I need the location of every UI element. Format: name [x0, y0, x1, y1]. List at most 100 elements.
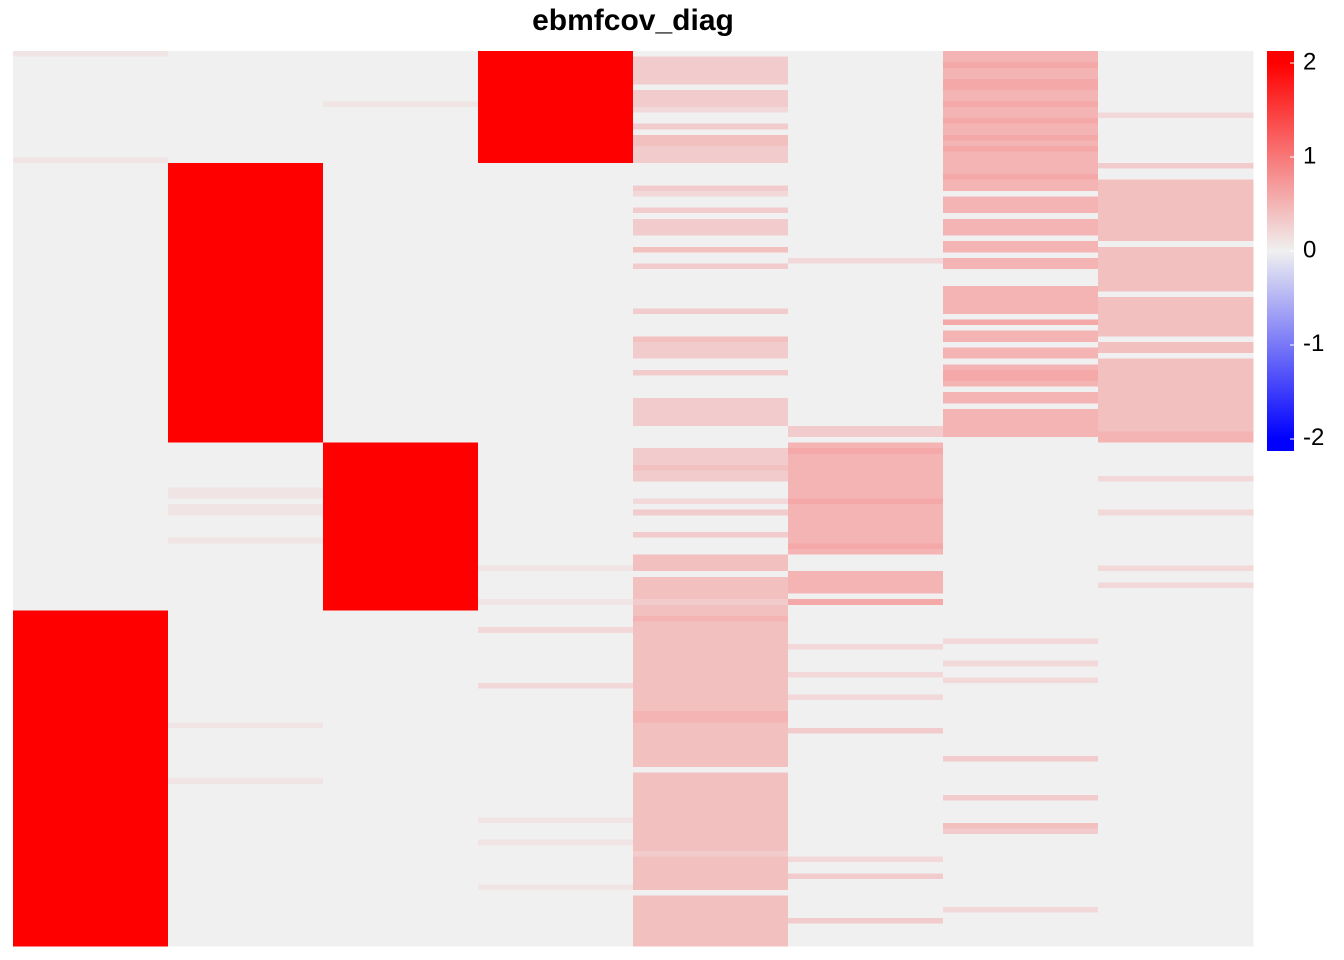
heat-cell [943, 386, 1099, 393]
heat-cell [943, 62, 1099, 69]
heat-cell [788, 890, 944, 897]
heat-cell [943, 487, 1099, 494]
heat-cell [323, 95, 479, 102]
heat-cell [478, 565, 634, 572]
heat-cell [478, 101, 634, 108]
heat-cell [323, 839, 479, 846]
heat-cell [788, 615, 944, 623]
heat-cell [1098, 890, 1254, 897]
heat-cell [788, 51, 944, 58]
heat-cell [788, 464, 944, 472]
heat-cell [1098, 873, 1254, 880]
heat-cell [13, 660, 169, 667]
heat-cell [788, 112, 944, 119]
heat-cell [323, 62, 479, 69]
heat-cell [943, 711, 1099, 718]
heat-cell [13, 744, 169, 751]
heat-cell [633, 789, 789, 796]
heat-cell [1098, 207, 1254, 214]
heat-cell [788, 862, 944, 869]
heat-cell [1098, 459, 1254, 466]
heat-cell [323, 112, 479, 119]
heat-cell [1098, 118, 1254, 125]
heat-cell [323, 548, 479, 555]
heat-cell [1098, 162, 1254, 169]
heat-cell [1098, 347, 1254, 354]
heat-cell [788, 588, 944, 595]
heat-cell [168, 73, 324, 80]
heat-cell [788, 330, 944, 337]
heat-cell [323, 358, 479, 365]
heat-cell [478, 929, 634, 936]
heat-cell [323, 162, 479, 169]
heat-cell [633, 101, 789, 108]
heat-cell [788, 845, 944, 852]
heat-cell [323, 560, 479, 567]
heat-cell [478, 230, 634, 237]
heat-cell [1098, 666, 1254, 673]
heat-cell [478, 392, 634, 399]
heat-cell [633, 890, 789, 897]
heat-cell [1098, 73, 1254, 80]
heat-cell [13, 828, 169, 835]
heat-cell [1098, 934, 1254, 941]
heat-cell [168, 313, 324, 320]
heat-cell [788, 162, 944, 169]
heat-cell [943, 246, 1099, 253]
heat-cell [323, 543, 479, 550]
heat-cell [1098, 727, 1254, 734]
heat-cell [168, 174, 324, 181]
heat-cell [168, 772, 324, 779]
heat-cell [168, 213, 324, 220]
heat-cell [168, 683, 324, 690]
heat-cell [943, 442, 1099, 449]
heat-cell [633, 381, 789, 388]
heat-cell [633, 67, 789, 74]
heat-cell [323, 767, 479, 774]
heat-cell [13, 890, 169, 897]
heat-cell [1098, 325, 1254, 332]
heat-cell [943, 817, 1099, 824]
heat-cell [633, 157, 789, 164]
heat-cell [633, 537, 789, 544]
heat-cell [788, 906, 944, 913]
heat-cell [1098, 571, 1254, 578]
heat-cell [323, 582, 479, 589]
heat-cell [943, 280, 1099, 287]
heat-cell [13, 873, 169, 880]
heat-cell [13, 285, 169, 293]
heat-cell [13, 185, 169, 192]
heat-cell [943, 822, 1099, 830]
heat-cell [478, 548, 634, 555]
heat-cell [788, 778, 944, 785]
heat-cell [788, 599, 944, 606]
heat-cell [1098, 67, 1254, 74]
heat-cell [1098, 834, 1254, 841]
heat-cell [478, 655, 634, 662]
heat-cell [323, 347, 479, 354]
heat-cell [13, 783, 169, 790]
heat-cell [168, 733, 324, 740]
heat-cell [478, 918, 634, 925]
heat-cell [788, 806, 944, 813]
heat-cell [13, 442, 169, 449]
heat-cell [633, 918, 789, 925]
heat-cell [1098, 386, 1254, 393]
heat-cell [13, 213, 169, 220]
heat-cell [943, 683, 1099, 690]
heat-cell [168, 548, 324, 555]
heat-cell [633, 643, 789, 651]
heat-cell [478, 476, 634, 483]
heat-cell [168, 280, 324, 287]
heat-cell [13, 313, 169, 320]
heat-cell [1098, 420, 1254, 427]
heat-cell [633, 912, 789, 919]
heat-cell [478, 890, 634, 897]
heat-cell [478, 817, 634, 824]
heat-cell [323, 425, 479, 432]
heat-cell [788, 873, 944, 880]
heat-cell [323, 73, 479, 80]
heat-cell [13, 364, 169, 371]
heat-cell [633, 230, 789, 237]
heat-cell [943, 252, 1099, 259]
